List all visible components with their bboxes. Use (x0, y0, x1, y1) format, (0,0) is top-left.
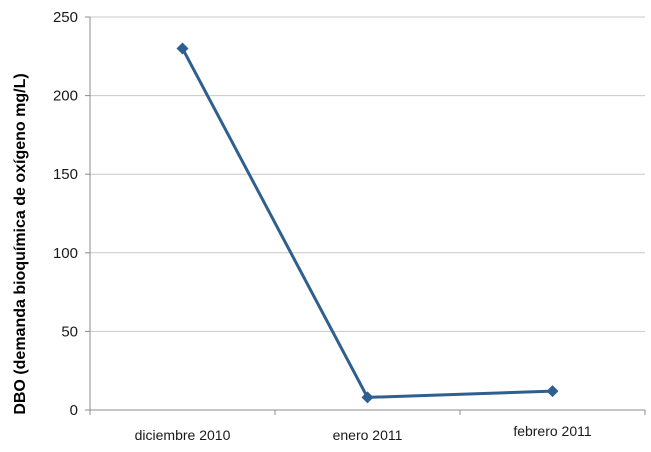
y-tick-label: 50 (61, 323, 78, 340)
data-point-marker (546, 385, 559, 398)
x-tick-label: enero 2011 (333, 427, 403, 443)
y-tick-label: 200 (53, 88, 78, 105)
axes (85, 16, 646, 415)
gridlines (90, 16, 645, 332)
data-point-marker (361, 391, 374, 404)
data-point-marker (176, 42, 189, 55)
y-tick-label: 0 (70, 402, 78, 419)
y-tick-label: 150 (53, 166, 78, 183)
series-group (176, 42, 559, 404)
y-tick-labels: 0 50 100 150 200 250 (53, 9, 78, 419)
x-tick-label: febrero 2011 (513, 423, 592, 439)
y-axis-label: DBO (demanda bioquímica de oxígeno mg/L) (12, 73, 29, 414)
x-tick-labels: diciembre 2010 enero 2011 febrero 2011 (135, 423, 592, 443)
y-tick-label: 100 (53, 245, 78, 262)
y-tick-label: 250 (53, 9, 78, 26)
series-line (181, 47, 553, 399)
x-tick-label: diciembre 2010 (135, 427, 231, 443)
